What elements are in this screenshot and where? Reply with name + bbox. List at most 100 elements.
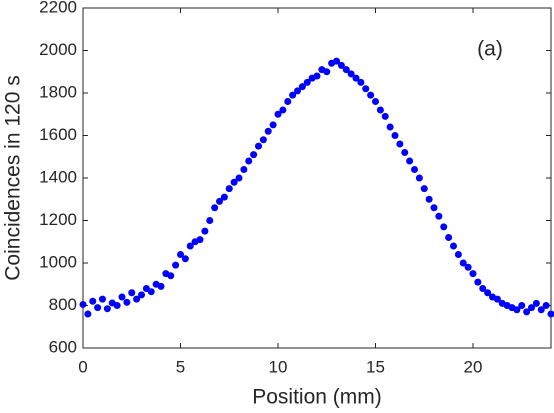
data-point [103, 305, 111, 313]
data-point [259, 136, 267, 144]
data-point [181, 255, 189, 263]
data-point [303, 78, 311, 86]
data-point [235, 174, 243, 182]
data-point [118, 293, 126, 301]
data-point [99, 295, 106, 303]
y-tick-label: 600 [49, 337, 77, 356]
y-tick-label: 1800 [39, 82, 77, 101]
x-axis-label: Position (mm) [252, 386, 382, 409]
data-point [542, 302, 550, 309]
data-point [352, 74, 360, 82]
y-tick-label: 1400 [39, 167, 77, 186]
data-point [401, 149, 409, 156]
data-point [493, 295, 501, 303]
data-point [274, 110, 282, 118]
data-point [333, 57, 340, 65]
data-point [430, 204, 438, 212]
data-point [138, 291, 145, 299]
data-point [206, 217, 214, 224]
y-tick-label: 1600 [39, 125, 77, 144]
data-point [518, 302, 526, 309]
x-tick-label: 20 [464, 357, 483, 376]
data-point [376, 106, 384, 114]
data-point [391, 132, 399, 139]
data-point [196, 236, 204, 244]
y-tick-label: 800 [49, 295, 77, 314]
data-point [440, 223, 448, 231]
x-tick-label: 10 [269, 357, 288, 376]
data-point [513, 306, 521, 314]
data-point [220, 193, 228, 201]
data-point [454, 251, 462, 258]
data-point [264, 127, 272, 135]
data-point [420, 185, 428, 193]
data-point [289, 91, 297, 99]
data-point [230, 178, 238, 186]
annotation: (a) [477, 38, 503, 61]
x-tick-label: 5 [176, 357, 185, 376]
data-point [406, 157, 414, 165]
y-tick-label: 1000 [39, 252, 77, 271]
x-tick-label: 15 [366, 357, 385, 376]
data-point [469, 270, 477, 278]
data-point [177, 251, 184, 258]
data-point [425, 195, 433, 203]
data-point [94, 304, 102, 312]
data-point [172, 261, 180, 269]
data-point [240, 166, 248, 173]
data-point [484, 289, 492, 297]
data-point [337, 61, 345, 69]
data-point [157, 282, 165, 290]
data-point [269, 121, 277, 129]
y-tick-label: 2200 [39, 0, 77, 16]
data-point [357, 78, 365, 86]
data-point [113, 302, 121, 309]
data-point [167, 272, 175, 280]
data-point [435, 212, 443, 220]
data-point [479, 285, 487, 292]
data-point [386, 123, 394, 131]
data-point [415, 174, 423, 182]
data-point [250, 151, 258, 159]
data-point [396, 140, 404, 148]
data-point [211, 204, 219, 212]
y-tick-label: 2000 [39, 40, 77, 59]
x-tick-label: 0 [78, 357, 87, 376]
data-point [216, 197, 223, 205]
data-point [186, 242, 194, 250]
data-point [128, 289, 136, 297]
data-point [347, 70, 355, 78]
data-point [79, 300, 87, 308]
data-point [459, 259, 467, 267]
data-point [225, 185, 233, 193]
y-axis-label: Coincidences in 120 s [2, 75, 25, 280]
data-point [450, 242, 457, 250]
y-tick-label: 1200 [39, 210, 77, 229]
data-point [255, 142, 262, 150]
data-point [89, 297, 97, 305]
data-point [445, 234, 453, 241]
data-point [313, 72, 321, 80]
data-point [294, 87, 301, 95]
data-point [464, 263, 472, 271]
data-point [84, 310, 92, 318]
data-point [372, 98, 379, 105]
data-point [474, 278, 482, 286]
data-point [147, 288, 155, 296]
data-point [532, 299, 540, 307]
data-point [547, 310, 554, 318]
data-point [367, 91, 375, 99]
data-point [528, 304, 535, 312]
data-point [133, 295, 141, 303]
data-point [342, 66, 350, 74]
data-point [284, 98, 292, 105]
data-point [245, 157, 253, 165]
data-point [523, 308, 531, 316]
data-point [411, 166, 418, 173]
data-point [537, 306, 545, 314]
data-point [279, 106, 287, 114]
data-point [323, 68, 331, 76]
data-point [201, 227, 209, 235]
data-point [381, 112, 389, 120]
